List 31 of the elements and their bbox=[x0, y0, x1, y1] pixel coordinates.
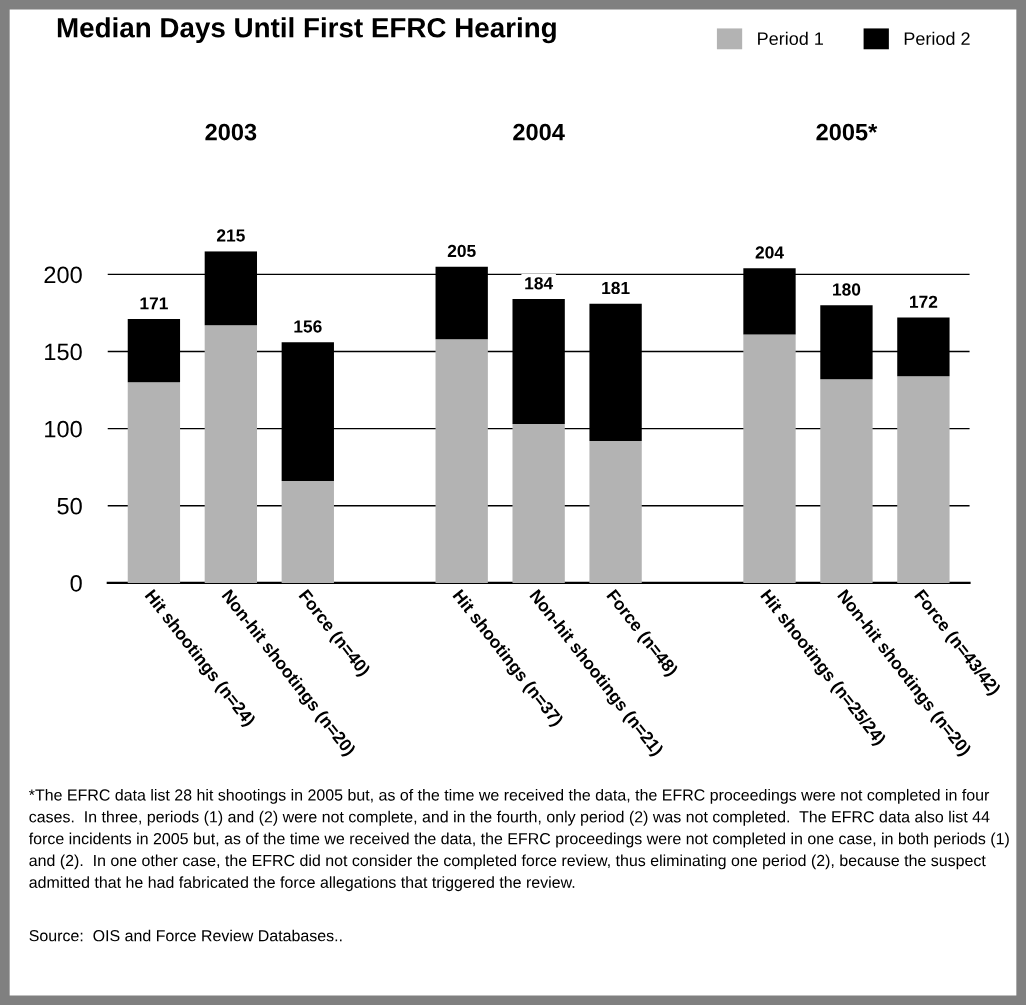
text: *The EFRC data list 28 hit shootings in 2005 but, as of the time we received the data, the EFRC proceedings were not completed in four cases. In three, periods (1) and (2) were not complete, and in the fourth, only period (2) was not completed. The EFRC data also list 44 force incidents in 2005 but, as of the time we received the data, the EFRC proceedings were not completed in one case, in both periods (1) and (2). In one other case, the EFRC did not consider the completed force review, thus eliminating one period (2), because the suspect admitted that he had fabricated the force allegations that triggered the review. bbox=[28, 788, 1009, 892]
legend-label: Period 2 bbox=[904, 31, 970, 46]
bar bbox=[820, 379, 873, 583]
text: 2004 bbox=[513, 123, 565, 141]
bar bbox=[204, 325, 258, 583]
total-label: 215 bbox=[216, 229, 245, 242]
bar bbox=[589, 440, 642, 583]
source-note: Source: OIS and Force Review Databases.. bbox=[29, 929, 342, 942]
bar bbox=[743, 334, 796, 583]
text: 2003 bbox=[205, 123, 257, 141]
y-tick-label: 200 bbox=[44, 266, 82, 284]
total-label: 184 bbox=[525, 277, 554, 290]
total-label: 156 bbox=[294, 320, 322, 333]
bar bbox=[897, 376, 950, 583]
bar bbox=[127, 382, 181, 583]
total-label: 180 bbox=[833, 283, 861, 296]
bar bbox=[512, 424, 565, 583]
y-tick-label: 100 bbox=[45, 420, 82, 438]
bar bbox=[435, 339, 488, 583]
y-tick-label: 50 bbox=[57, 497, 82, 515]
chart-title: Median Days Until First EFRC Hearing bbox=[57, 17, 556, 44]
text: 2005* bbox=[816, 123, 878, 141]
y-tick-label: 0 bbox=[70, 574, 82, 592]
total-label: 204 bbox=[755, 246, 784, 259]
total-label: 171 bbox=[140, 297, 168, 310]
bar bbox=[281, 481, 334, 583]
total-label: 205 bbox=[447, 244, 476, 258]
total-label: 181 bbox=[602, 281, 630, 295]
total-label: 172 bbox=[910, 295, 938, 308]
legend-label: Period 1 bbox=[758, 31, 823, 46]
y-tick-label: 150 bbox=[45, 343, 82, 361]
